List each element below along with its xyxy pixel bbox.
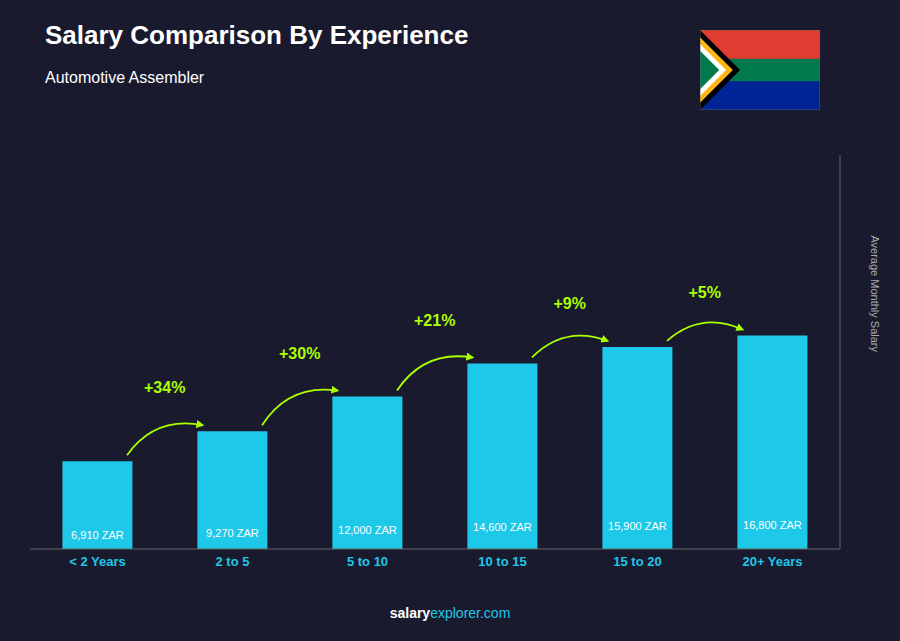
svg-text:Average Monthly Salary: Average Monthly Salary	[869, 235, 881, 352]
svg-text:14,600 ZAR: 14,600 ZAR	[473, 521, 532, 533]
svg-text:2 to 5: 2 to 5	[216, 554, 250, 569]
svg-text:9,270 ZAR: 9,270 ZAR	[206, 527, 259, 539]
svg-text:6,910 ZAR: 6,910 ZAR	[71, 529, 124, 541]
svg-text:+9%: +9%	[553, 295, 585, 312]
html-text:Salary Comparison By Experienc: Salary Comparison By Experience	[45, 20, 469, 50]
html-text:Automotive Assembler: Automotive Assembler	[45, 69, 205, 86]
svg-text:5 to 10: 5 to 10	[347, 554, 388, 569]
svg-text:+30%: +30%	[279, 345, 320, 362]
svg-text:16,800 ZAR: 16,800 ZAR	[743, 519, 802, 531]
svg-text:15 to 20: 15 to 20	[613, 554, 661, 569]
svg-text:+5%: +5%	[688, 284, 720, 301]
svg-text:+34%: +34%	[144, 379, 185, 396]
svg-text:15,900 ZAR: 15,900 ZAR	[608, 520, 667, 532]
svg-text:< 2 Years: < 2 Years	[69, 554, 126, 569]
svg-text:+21%: +21%	[414, 312, 455, 329]
svg-text:10 to 15: 10 to 15	[478, 554, 526, 569]
svg-text:20+ Years: 20+ Years	[742, 554, 802, 569]
svg-text:12,000 ZAR: 12,000 ZAR	[338, 524, 397, 536]
html-text:salary explorer.com: salary explorer.com	[389, 605, 511, 621]
